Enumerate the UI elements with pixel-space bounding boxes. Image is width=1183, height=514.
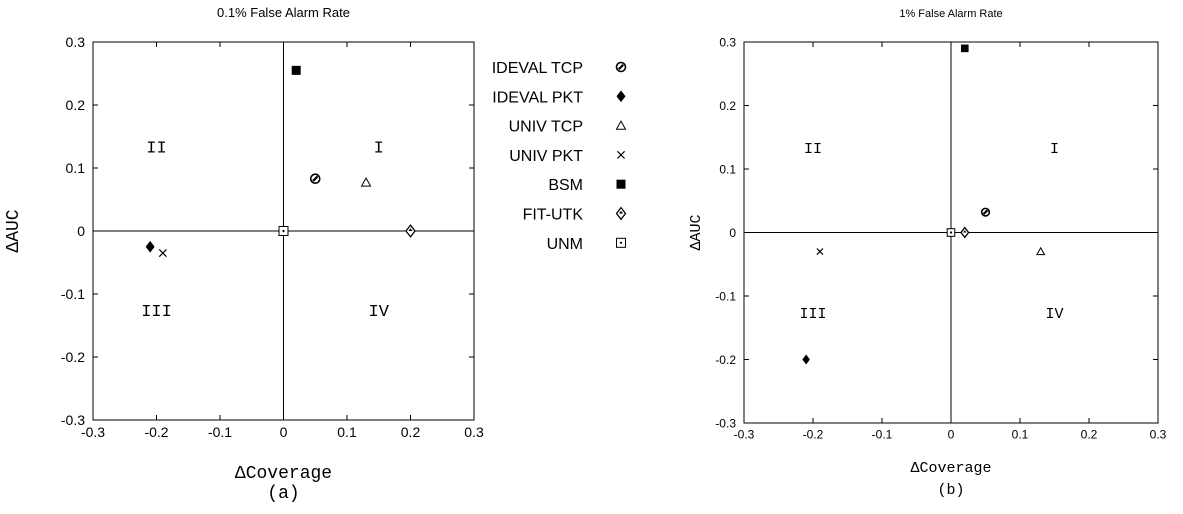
y-tick-label: 0.2 bbox=[66, 97, 86, 113]
data-point-univ-tcp bbox=[360, 176, 372, 187]
chart-panel-a: -0.3 -0.2 -0.1 0 0.1 0.2 0.3 0.3 0.2 0.1 0 -0.1 -0.2… bbox=[4, 5, 484, 504]
legend-label-unm: UNM bbox=[547, 236, 583, 253]
quadrant-label-iii: III bbox=[141, 303, 172, 322]
legend-marker-unm-dot bbox=[619, 241, 623, 244]
x-tick-label: 0.2 bbox=[401, 424, 421, 440]
data-point-ideval-pkt-shape bbox=[145, 240, 155, 253]
data-point-unm-dot bbox=[282, 229, 285, 233]
legend-marker-ideval-tcp-hatch bbox=[617, 63, 625, 71]
data-point-unm bbox=[278, 226, 289, 236]
x-tick-label: -0.1 bbox=[872, 428, 893, 442]
legend-label-ideval-tcp: IDEVAL TCP bbox=[492, 60, 583, 77]
legend-label-ideval-pkt: IDEVAL PKT bbox=[492, 89, 583, 106]
x-tick-label: 0.1 bbox=[1012, 428, 1029, 442]
y-tick-label: 0.3 bbox=[719, 35, 736, 49]
data-point-univ-pkt bbox=[158, 249, 167, 258]
y-tick-label: 0.1 bbox=[719, 162, 736, 176]
data-point-bsm-shape bbox=[961, 44, 969, 53]
legend-marker-univ-pkt bbox=[616, 150, 626, 159]
quadrant-label-iii: III bbox=[799, 306, 826, 323]
y-tick-label: -0.2 bbox=[61, 349, 85, 365]
data-point-univ-pkt-shape bbox=[158, 249, 167, 258]
data-point-unm-dot bbox=[949, 231, 953, 234]
legend-marker-fit-utk bbox=[615, 206, 627, 221]
y-axis-label: ΔAUC bbox=[688, 214, 705, 250]
data-point-ideval-tcp-hatch bbox=[982, 209, 989, 215]
legend-label-fit-utk: FIT-UTK bbox=[523, 207, 584, 224]
legend-marker-ideval-pkt bbox=[616, 90, 626, 103]
legend-marker-univ-pkt-shape bbox=[616, 150, 626, 159]
data-point-bsm-shape bbox=[291, 65, 301, 75]
data-point-univ-pkt-shape bbox=[816, 248, 824, 256]
legend-marker-bsm-shape bbox=[616, 179, 626, 189]
y-tick-label: -0.3 bbox=[715, 416, 736, 430]
y-tick-label: 0.3 bbox=[66, 34, 86, 50]
data-point-ideval-pkt-shape bbox=[802, 354, 810, 365]
legend-label-univ-tcp: UNIV TCP bbox=[509, 119, 583, 136]
y-tick-label: 0.2 bbox=[719, 99, 736, 113]
quadrant-label-ii: II bbox=[146, 139, 166, 158]
x-tick-label: -0.2 bbox=[144, 424, 168, 440]
legend-marker-ideval-tcp bbox=[615, 61, 627, 73]
quadrant-label-i: I bbox=[374, 139, 384, 158]
quadrant-label-ii: II bbox=[804, 141, 822, 158]
x-tick-label: -0.2 bbox=[803, 428, 824, 442]
quadrant-label-iv: IV bbox=[369, 303, 390, 322]
legend-label-univ-pkt: UNIV PKT bbox=[509, 148, 583, 165]
data-point-bsm bbox=[961, 44, 969, 53]
y-tick-label: -0.1 bbox=[61, 286, 85, 302]
y-tick-label: 0 bbox=[729, 226, 736, 240]
x-tick-label: 0 bbox=[948, 428, 955, 442]
x-tick-label: -0.3 bbox=[81, 424, 105, 440]
x-axis-label: ΔCoverage bbox=[910, 460, 991, 477]
y-tick-label: -0.1 bbox=[715, 289, 736, 303]
legend-label-bsm: BSM bbox=[548, 177, 583, 194]
data-point-fit-utk bbox=[405, 224, 416, 238]
y-tick-label: 0 bbox=[77, 223, 85, 239]
data-point-ideval-tcp bbox=[309, 173, 321, 185]
data-point-ideval-tcp bbox=[980, 207, 991, 217]
data-point-fit-utk-fill bbox=[408, 228, 413, 231]
x-tick-label: -0.3 bbox=[734, 428, 755, 442]
legend-marker-ideval-pkt-shape bbox=[616, 90, 626, 103]
data-point-bsm bbox=[291, 65, 301, 75]
x-tick-label: 0.2 bbox=[1081, 428, 1098, 442]
quadrant-label-i: I bbox=[1050, 141, 1059, 158]
panel-caption: (a) bbox=[267, 484, 299, 504]
quadrant-label-iv: IV bbox=[1045, 306, 1063, 323]
y-tick-label: -0.2 bbox=[715, 353, 736, 367]
legend-marker-univ-tcp-shape bbox=[615, 120, 627, 130]
y-axis-label: ΔAUC bbox=[4, 209, 24, 252]
data-point-unm bbox=[946, 228, 956, 237]
legend-marker-univ-tcp bbox=[615, 120, 627, 130]
data-point-ideval-pkt bbox=[802, 354, 810, 365]
legend-marker-fit-utk-fill bbox=[618, 210, 624, 214]
x-tick-label: 0.3 bbox=[464, 424, 484, 440]
data-point-univ-tcp-shape bbox=[360, 176, 372, 187]
data-point-univ-pkt bbox=[816, 248, 824, 256]
y-tick-label: -0.3 bbox=[61, 412, 85, 428]
x-tick-label: 0 bbox=[280, 424, 288, 440]
data-point-univ-tcp-shape bbox=[1036, 246, 1046, 256]
chart-legend: IDEVAL TCP IDEVAL PKT UNIV TCP UNIV PKT BSM F… bbox=[492, 60, 627, 253]
x-tick-label: 0.3 bbox=[1150, 428, 1167, 442]
x-axis-label: ΔCoverage bbox=[235, 464, 332, 484]
legend-marker-bsm bbox=[616, 179, 626, 189]
legend-marker-unm bbox=[616, 237, 626, 248]
data-point-univ-tcp bbox=[1036, 246, 1046, 256]
chart-title: 0.1% False Alarm Rate bbox=[217, 5, 350, 20]
data-point-fit-utk bbox=[960, 226, 970, 239]
data-point-ideval-tcp-hatch bbox=[312, 175, 319, 182]
x-tick-label: -0.1 bbox=[208, 424, 232, 440]
chart-panel-b: -0.3 -0.2 -0.1 0 0.1 0.2 0.3 0.3 0.2 0.1 0 -0.1 -0.2… bbox=[688, 8, 1167, 499]
chart-title: 1% False Alarm Rate bbox=[899, 8, 1002, 20]
y-tick-label: 0.1 bbox=[66, 160, 86, 176]
data-point-ideval-pkt bbox=[145, 240, 155, 253]
x-tick-label: 0.1 bbox=[337, 424, 357, 440]
data-point-fit-utk-fill bbox=[963, 230, 967, 233]
panel-caption: (b) bbox=[937, 482, 964, 499]
